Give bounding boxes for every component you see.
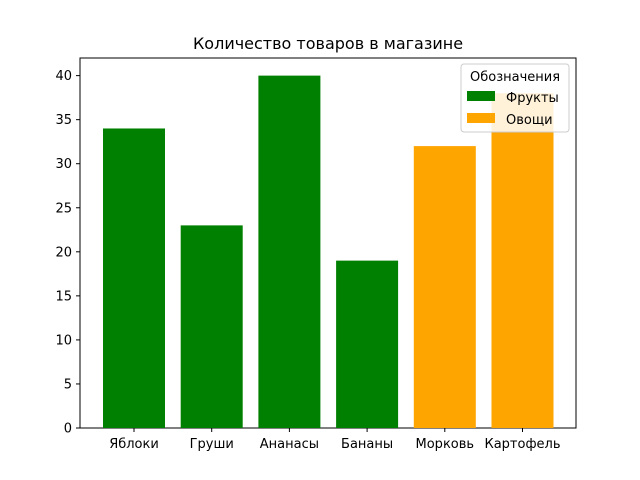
plot-frame bbox=[79, 57, 577, 429]
y-tick-label: 10 bbox=[55, 333, 72, 348]
x-tick-label: Морковь bbox=[416, 437, 475, 452]
plot-area bbox=[79, 57, 577, 429]
y-tick-label: 40 bbox=[55, 69, 72, 84]
bar-2 bbox=[180, 225, 243, 428]
y-tick-label: 25 bbox=[55, 201, 72, 216]
y-axis: 0 5 10 15 20 25 30 35 40 bbox=[55, 69, 80, 437]
y-tick-label: 30 bbox=[55, 157, 72, 172]
chart-title: Количество товаров в магазине bbox=[193, 34, 463, 53]
y-tick-label: 35 bbox=[55, 113, 72, 128]
y-tick-label: 20 bbox=[55, 245, 72, 260]
bar-4 bbox=[336, 260, 399, 428]
x-tick-label: Груши bbox=[190, 437, 234, 452]
bar-1 bbox=[103, 128, 165, 429]
legend: Обозначения Фрукты Овощи bbox=[460, 63, 570, 133]
y-tick-label: 5 bbox=[64, 377, 72, 392]
legend-swatch-fruits bbox=[467, 91, 495, 101]
legend-label-fruits: Фрукты bbox=[506, 91, 559, 106]
bars bbox=[103, 75, 554, 429]
legend-swatch-vegetables bbox=[467, 113, 495, 123]
x-tick-label: Яблоки bbox=[109, 437, 159, 452]
x-tick-label: Картофель bbox=[484, 437, 560, 452]
y-tick-label: 15 bbox=[55, 289, 72, 304]
x-axis: Яблоки Груши Ананасы Бананы Морковь Картофель bbox=[109, 428, 561, 452]
y-tick-label: 0 bbox=[64, 422, 72, 437]
legend-label-vegetables: Овощи bbox=[506, 113, 553, 128]
bar-3 bbox=[258, 75, 321, 429]
x-tick-label: Ананасы bbox=[260, 437, 319, 452]
x-tick-label: Бананы bbox=[341, 437, 393, 452]
bar-5 bbox=[413, 146, 476, 428]
bar-6 bbox=[491, 93, 554, 429]
legend-title: Обозначения bbox=[470, 70, 560, 85]
